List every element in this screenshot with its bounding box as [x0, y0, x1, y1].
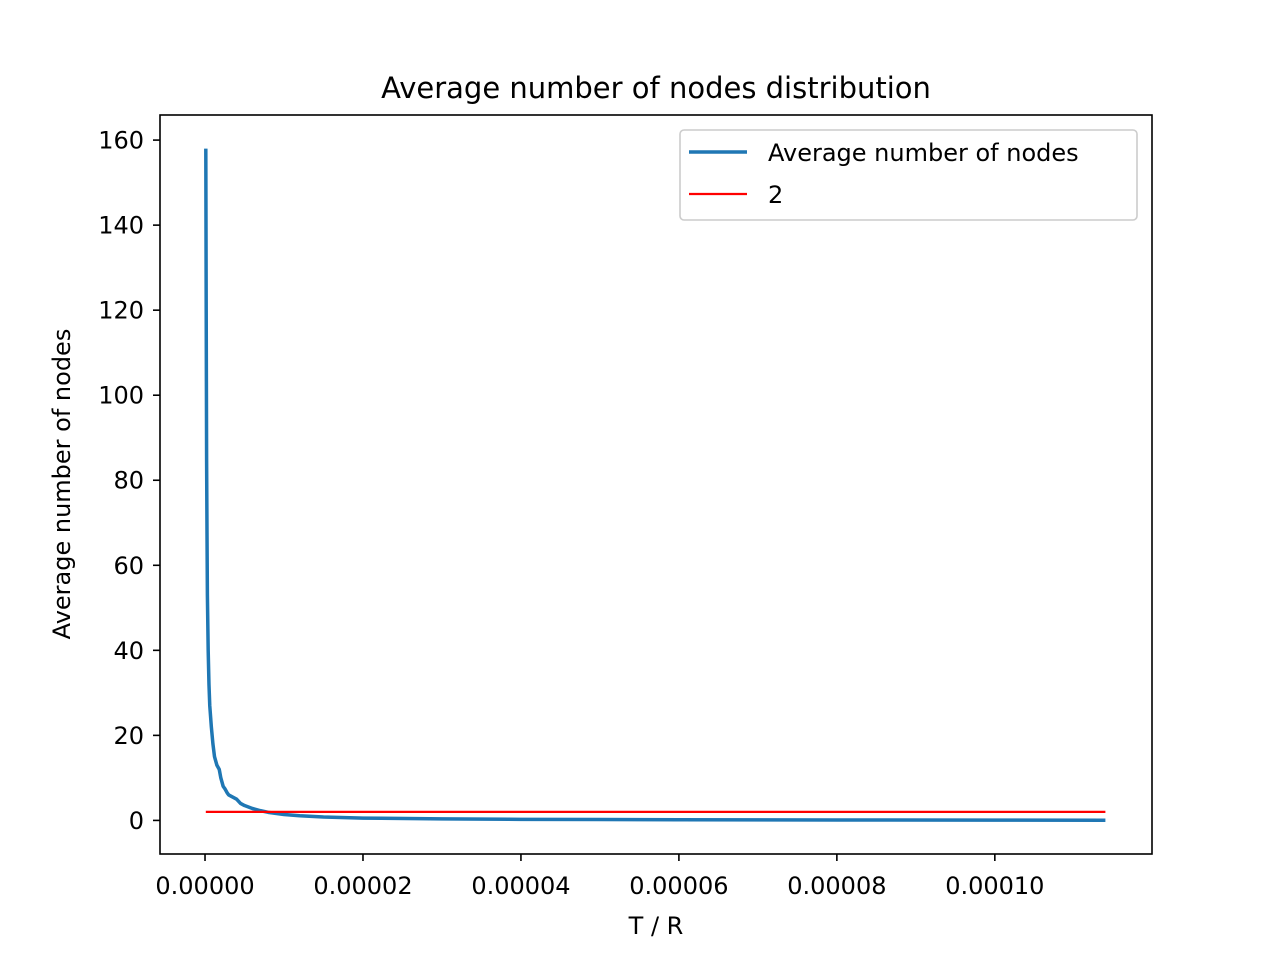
x-tick-label: 0.00002 — [313, 872, 412, 900]
legend-label-average-number-of-nodes: Average number of nodes — [768, 139, 1079, 167]
y-tick-label: 120 — [98, 297, 144, 325]
y-axis-ticks: 0 20 40 60 80 100 120 140 160 — [98, 127, 160, 835]
y-tick-label: 20 — [113, 722, 144, 750]
x-tick-label: 0.00008 — [787, 872, 886, 900]
x-tick-label: 0.00006 — [629, 872, 728, 900]
y-tick-label: 40 — [113, 637, 144, 665]
y-tick-label: 60 — [113, 552, 144, 580]
legend: Average number of nodes 2 — [679, 129, 1138, 221]
series-line-average-number-of-nodes — [204, 148, 1106, 823]
x-tick-label: 0.00000 — [155, 872, 254, 900]
axes-frame — [159, 114, 1153, 855]
y-tick-label: 100 — [98, 382, 144, 410]
y-axis-label: Average number of nodes — [48, 329, 76, 640]
series-layer — [204, 148, 1106, 823]
chart-title: Average number of nodes distribution — [381, 71, 931, 105]
y-tick-label: 140 — [98, 212, 144, 240]
legend-box — [679, 129, 1138, 221]
axes-background — [160, 115, 1152, 854]
y-tick-label: 160 — [98, 127, 144, 155]
x-tick-label: 0.00004 — [471, 872, 570, 900]
plot-area: 0.00000 0.00002 0.00004 0.00006 0.00008 0.000… — [98, 114, 1153, 900]
x-tick-label: 0.00010 — [945, 872, 1044, 900]
x-axis-ticks: 0.00000 0.00002 0.00004 0.00006 0.00008 0.000… — [155, 854, 1044, 900]
y-tick-label: 0 — [129, 807, 144, 835]
x-axis-label: T / R — [628, 912, 684, 940]
legend-label-2: 2 — [768, 181, 783, 209]
y-tick-label: 80 — [113, 467, 144, 495]
